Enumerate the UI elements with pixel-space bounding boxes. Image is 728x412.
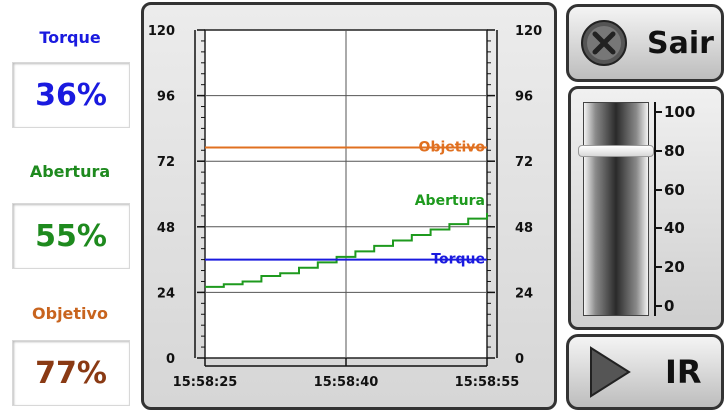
slider-tick [654, 305, 662, 307]
close-icon [581, 20, 627, 66]
slider-tick-label: 20 [664, 258, 685, 277]
series-abertura-line [205, 213, 488, 288]
x-tick-label: 15:58:40 [314, 375, 379, 390]
y-tick-label: 48 [157, 221, 175, 236]
abertura-label: Abertura [29, 162, 111, 181]
torque-value: 36% [12, 62, 130, 128]
x-tick-label: 15:58:25 [173, 375, 238, 390]
y-tick-label: 120 [148, 24, 175, 39]
slider-tick-label: 80 [664, 141, 685, 160]
y-tick-label-right: 120 [515, 24, 542, 39]
slider-tick [654, 149, 662, 152]
slider-tick-label: 60 [664, 180, 685, 199]
torque-label: Torque [39, 28, 101, 47]
y-tick-label: 72 [157, 155, 175, 170]
exit-button[interactable]: Sair [566, 4, 724, 82]
series-objetivo-label: Objetivo [419, 140, 486, 156]
y-tick-label: 0 [166, 352, 175, 367]
slider-tick-label: 100 [664, 103, 696, 121]
slider-tick [654, 227, 662, 230]
y-tick-label: 96 [157, 90, 175, 105]
slider-scale-line [654, 102, 656, 316]
slider-tick [654, 266, 662, 269]
slider-tick [654, 188, 662, 191]
exit-label: Sair [647, 25, 714, 61]
series-abertura-label: Abertura [415, 193, 485, 209]
abertura-value: 55% [12, 203, 130, 269]
series-torque-label: Torque [431, 252, 485, 268]
slider-tick-label: 0 [664, 297, 675, 315]
setpoint-slider-thumb[interactable] [578, 144, 654, 157]
setpoint-slider-track[interactable] [583, 102, 649, 316]
x-tick-label: 15:58:55 [455, 375, 520, 390]
y-tick-label-right: 24 [515, 286, 533, 301]
objetivo-value: 77% [12, 340, 130, 406]
slider-tick-label: 40 [664, 219, 685, 238]
trend-chart: 0 0 24 24 48 48 72 72 96 96 120 120 15:58:25 15:58:40… [148, 24, 542, 390]
y-tick-label-right: 0 [515, 352, 524, 367]
go-label: IR [665, 353, 702, 391]
slider-tick [654, 111, 662, 113]
y-tick-label-right: 96 [515, 90, 533, 105]
y-tick-label: 24 [157, 286, 175, 301]
y-tick-label-right: 48 [515, 221, 533, 236]
y-tick-label-right: 72 [515, 155, 533, 170]
go-button[interactable]: IR [566, 334, 724, 410]
play-icon [590, 346, 631, 398]
objetivo-label: Objetivo [32, 304, 108, 323]
